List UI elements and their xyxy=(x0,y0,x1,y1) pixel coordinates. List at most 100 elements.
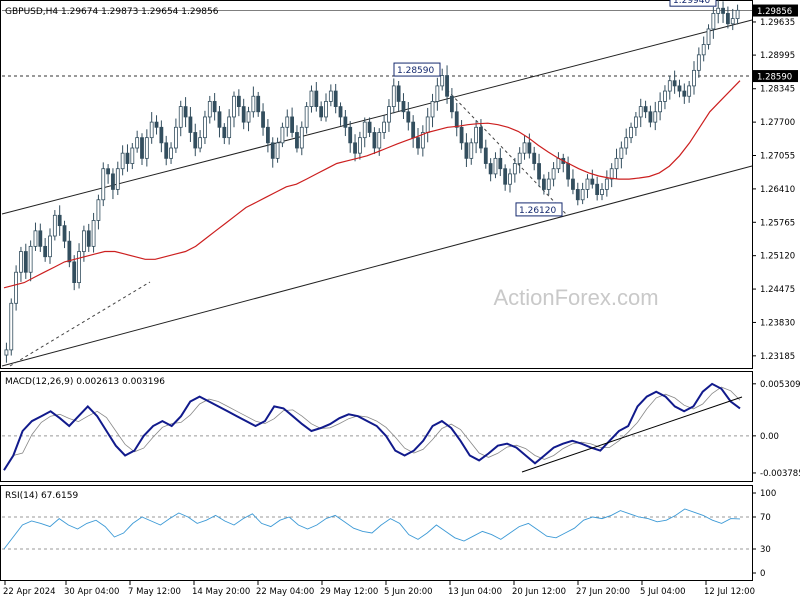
candle-body xyxy=(459,126,464,144)
candle-body xyxy=(488,163,493,175)
macd-header: MACD(12,26,9) 0.002613 0.003196 xyxy=(5,377,165,387)
price-tick-label: 1.23185 xyxy=(760,352,795,362)
candle-body xyxy=(425,116,430,133)
candle-body xyxy=(532,152,537,164)
macd-line xyxy=(3,382,741,471)
candle-body xyxy=(721,7,725,14)
candle-body xyxy=(217,111,222,128)
candle-body xyxy=(667,80,672,92)
indicator-layer xyxy=(2,382,752,550)
price-tick-label: 1.27055 xyxy=(760,152,795,162)
watermark: ActionForex.com xyxy=(493,285,658,310)
candle-body xyxy=(682,90,687,97)
candle-body xyxy=(595,183,600,195)
candle-body xyxy=(304,106,309,128)
price-annotation-label: 1.26120 xyxy=(519,206,556,216)
candle-body xyxy=(246,111,251,123)
candle-body xyxy=(725,13,730,25)
candle-body xyxy=(580,189,585,201)
axis-layer: 1.29635 1.28995 1.28345 1.27700 1.27055 1.264… xyxy=(3,4,800,597)
candle-body xyxy=(711,13,716,30)
price-annotation-box xyxy=(393,62,441,77)
candle-body xyxy=(663,90,667,102)
candle-body xyxy=(546,178,551,190)
candle-body xyxy=(159,126,164,144)
candle-body xyxy=(227,116,232,139)
rsi-panel xyxy=(0,485,753,581)
candle-body xyxy=(498,157,503,170)
candle-body xyxy=(362,121,367,139)
candle-body xyxy=(454,111,459,128)
candle-body xyxy=(420,132,425,149)
candle-body xyxy=(101,168,106,201)
candle-body xyxy=(81,230,86,252)
candle-body xyxy=(314,90,319,107)
candle-body xyxy=(653,111,658,123)
candle-body xyxy=(638,106,643,118)
candle-body xyxy=(411,121,416,139)
candle-body xyxy=(508,173,512,185)
candle-body xyxy=(290,116,295,133)
candle-body xyxy=(571,178,575,190)
rsi-tick-label: 30 xyxy=(760,545,771,555)
candle-body xyxy=(396,85,401,102)
candle-body xyxy=(106,168,111,175)
x-tick-label: 27 Jun 20:00 xyxy=(576,587,630,597)
price-tag-label: 1.29856 xyxy=(757,7,792,17)
chart-header: GBPUSD,H4 1.29674 1.29873 1.29654 1.2985… xyxy=(5,7,219,17)
candle-body xyxy=(343,116,348,128)
moving-average-line xyxy=(3,80,741,289)
candle-body xyxy=(33,230,38,247)
x-tick-label: 12 Jul 12:00 xyxy=(704,587,755,597)
x-tick-label: 22 May 04:00 xyxy=(256,587,314,597)
candle-body xyxy=(614,157,619,170)
price-tick-label: 1.23830 xyxy=(760,318,795,328)
candle-body xyxy=(566,163,571,180)
candle-body xyxy=(222,126,227,139)
candle-body xyxy=(517,152,522,164)
price-tick-label: 1.28345 xyxy=(760,85,795,95)
candle-body xyxy=(57,214,62,227)
candle-body xyxy=(169,147,173,159)
rsi-tick-label: 0 xyxy=(760,569,765,579)
candle-body xyxy=(193,132,198,149)
candle-body xyxy=(285,116,290,128)
price-annotation-label: 1.28590 xyxy=(397,66,434,76)
candle-body xyxy=(188,116,193,133)
candle-body xyxy=(207,101,212,118)
candle-body xyxy=(77,251,81,283)
candle-body xyxy=(692,69,696,87)
x-tick-label: 7 May 12:00 xyxy=(128,587,181,597)
price-tag-label: 1.28590 xyxy=(757,73,792,83)
candle-body xyxy=(173,126,178,149)
candle-body xyxy=(522,142,527,154)
candle-body xyxy=(527,142,532,154)
macd-tick-label: 0.005309 xyxy=(760,380,800,390)
candle-body xyxy=(382,121,387,133)
candle-body xyxy=(178,106,183,128)
candle-body xyxy=(324,101,328,118)
candle-body xyxy=(14,271,19,304)
candle-body xyxy=(23,251,28,273)
candle-body xyxy=(556,157,561,170)
candle-body xyxy=(416,137,420,149)
candle-body xyxy=(4,349,9,356)
candle-body xyxy=(483,147,488,164)
candle-body xyxy=(464,142,469,159)
candle-body xyxy=(430,101,435,118)
price-tick-label: 1.27700 xyxy=(760,118,795,128)
candle-body xyxy=(86,230,91,247)
candle-body xyxy=(445,75,449,97)
x-tick-label: 20 Jun 12:00 xyxy=(512,587,566,597)
candle-body xyxy=(270,142,275,159)
candle-body xyxy=(299,126,304,149)
price-series-layer: 1.29940 1.28590 1.26120 xyxy=(1,0,753,367)
candle-body xyxy=(377,132,382,149)
candle-body xyxy=(624,137,629,149)
candle-body xyxy=(198,137,203,149)
rsi-line xyxy=(3,508,741,550)
candle-body xyxy=(735,9,740,19)
x-tick-label: 14 May 20:00 xyxy=(192,587,250,597)
candle-body xyxy=(62,225,67,242)
